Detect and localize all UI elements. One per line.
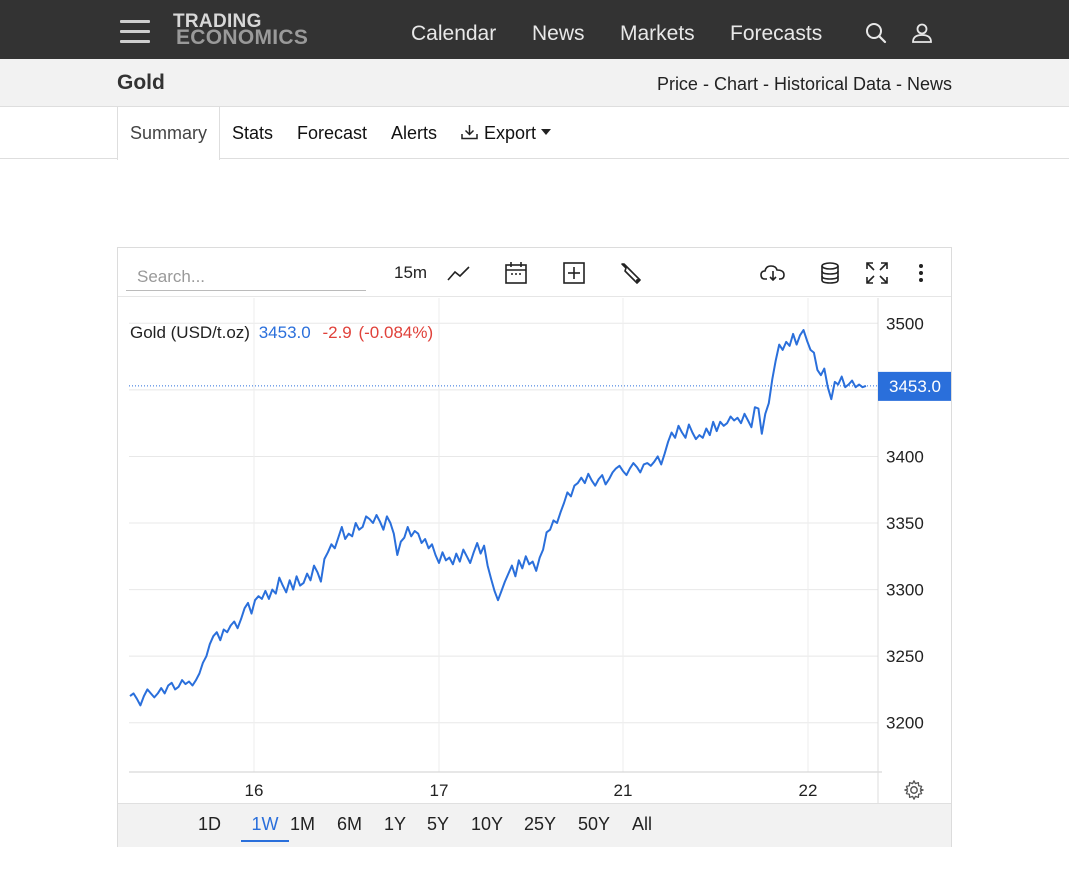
download-icon: [461, 125, 478, 140]
tab-export-label: Export: [484, 123, 537, 143]
range-button-10y[interactable]: 10Y: [471, 814, 504, 834]
y-tick-label: 3350: [886, 514, 924, 533]
more-options-icon[interactable]: [908, 260, 934, 286]
y-tick-label: 3250: [886, 647, 924, 666]
legend-series-name: Gold (USD/t.oz): [130, 323, 250, 342]
brand-logo[interactable]: TRADING ECONOMICS: [173, 11, 309, 49]
price-chart[interactable]: 3200 3250 3300 3350 3400 3500 16 17 21 22 3453.0: [118, 298, 951, 803]
range-button-1d[interactable]: 1D: [198, 814, 222, 834]
last-price-marker: [878, 371, 951, 401]
caret-down-icon: [541, 129, 552, 135]
menu-icon[interactable]: [120, 20, 150, 44]
brand-logo-line2: ECONOMICS: [176, 26, 309, 49]
fullscreen-icon[interactable]: [864, 260, 890, 286]
title-bar: Gold Price - Chart - Historical Data - N…: [0, 59, 1069, 107]
series-line[interactable]: [129, 329, 867, 707]
x-tick-label: 17: [430, 781, 449, 800]
range-button-25y[interactable]: 25Y: [524, 814, 557, 834]
legend-change: -2.9: [322, 323, 352, 342]
legend-price: 3453.0: [258, 323, 311, 342]
nav-link-forecasts[interactable]: Forecasts: [730, 22, 823, 45]
top-navbar: TRADING ECONOMICS Calendar News Markets …: [0, 0, 1069, 59]
tab-stats[interactable]: Stats: [232, 123, 274, 143]
nav-link-calendar[interactable]: Calendar: [411, 22, 497, 45]
user-icon[interactable]: [910, 21, 934, 45]
nav-link-markets[interactable]: Markets: [620, 22, 695, 45]
chart-type-icon[interactable]: [446, 260, 472, 286]
range-button-1y[interactable]: 1Y: [384, 814, 407, 834]
section-links[interactable]: Price - Chart - Historical Data - News: [656, 74, 952, 94]
compare-add-icon[interactable]: [561, 260, 587, 286]
y-tick-label: 3300: [886, 581, 924, 600]
cloud-download-icon[interactable]: [760, 260, 786, 286]
brand-logo-line1: TRADING: [173, 11, 262, 32]
chart-toolbar: 15m: [118, 248, 951, 297]
tab-forecast[interactable]: Forecast: [297, 123, 368, 143]
search-icon[interactable]: [864, 21, 888, 45]
legend-change-percent: (-0.084%): [358, 323, 434, 342]
x-tick-label: 21: [614, 781, 633, 800]
range-button-5y[interactable]: 5Y: [427, 814, 450, 834]
tab-bar: Summary Stats Forecast Alerts Export: [0, 107, 1069, 160]
symbol-search-input[interactable]: [126, 263, 366, 291]
database-icon[interactable]: [817, 260, 843, 286]
settings-gear-icon[interactable]: [903, 779, 925, 801]
range-button-all[interactable]: All: [632, 814, 653, 834]
y-tick-label: 3500: [886, 314, 924, 333]
calendar-icon[interactable]: [503, 260, 529, 286]
y-tick-label: 3200: [886, 714, 924, 733]
chart-panel: 15m: [117, 247, 952, 847]
last-price-label: 3453.0: [889, 377, 941, 396]
range-button-1w[interactable]: 1W: [241, 814, 289, 842]
nav-link-news[interactable]: News: [532, 22, 585, 45]
range-button-50y[interactable]: 50Y: [578, 814, 611, 834]
wrench-icon[interactable]: [617, 260, 643, 286]
x-tick-label: 22: [799, 781, 818, 800]
tab-export[interactable]: Export: [460, 107, 552, 159]
chart-legend: Gold (USD/t.oz) 3453.0 -2.9 (-0.084%): [130, 323, 433, 343]
y-tick-label: 3400: [886, 447, 924, 466]
range-button-1m[interactable]: 1M: [290, 814, 316, 834]
interval-selector[interactable]: 15m: [394, 263, 428, 282]
tab-alerts[interactable]: Alerts: [391, 123, 438, 143]
range-button-6m[interactable]: 6M: [337, 814, 363, 834]
x-tick-label: 16: [245, 781, 264, 800]
page-title: Gold: [117, 71, 165, 94]
time-range-bar: 1D 1W 1M 6M 1Y 5Y 10Y 25Y 50Y All: [118, 803, 951, 847]
tab-summary[interactable]: Summary: [117, 107, 220, 160]
